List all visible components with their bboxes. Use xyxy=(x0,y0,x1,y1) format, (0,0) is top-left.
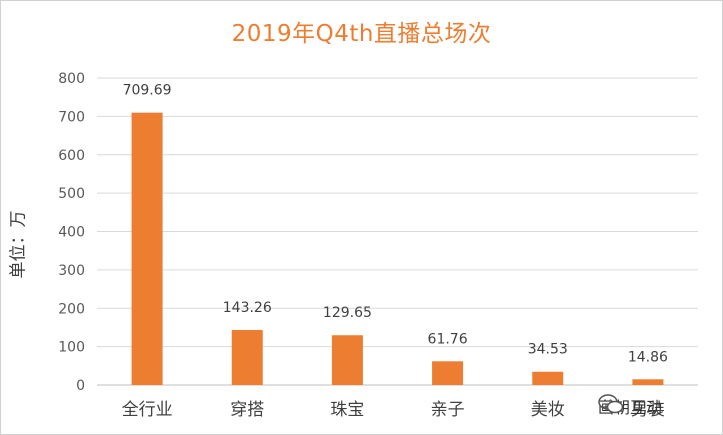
y-tick-label: 800 xyxy=(58,71,85,87)
data-label: 129.65 xyxy=(323,305,372,321)
data-label: 14.86 xyxy=(628,349,668,365)
bar xyxy=(532,371,564,385)
y-tick-label: 100 xyxy=(58,340,85,356)
data-label: 61.76 xyxy=(428,331,468,347)
wechat-icon xyxy=(598,394,624,414)
bar xyxy=(632,379,664,385)
x-tick-label: 穿搭 xyxy=(230,400,264,420)
bar xyxy=(231,330,263,385)
y-tick-label: 200 xyxy=(58,301,85,317)
y-tick-label: 700 xyxy=(58,109,85,125)
y-tick-label: 600 xyxy=(58,148,85,164)
x-tick-label: 全行业 xyxy=(122,400,173,420)
y-tick-label: 0 xyxy=(76,378,85,394)
data-label: 34.53 xyxy=(528,342,568,358)
x-tick-label: 男装 xyxy=(631,400,665,420)
y-tick-label: 500 xyxy=(58,186,85,202)
x-tick-label: 珠宝 xyxy=(330,400,364,420)
data-label: 709.69 xyxy=(123,83,172,99)
x-tick-label: 亲子 xyxy=(431,400,465,420)
chart-title: 2019年Q4th直播总场次 xyxy=(231,21,492,47)
bar xyxy=(432,361,464,385)
data-label: 143.26 xyxy=(223,300,272,316)
bar xyxy=(131,112,163,385)
y-tick-label: 400 xyxy=(58,225,85,241)
watermark: 画朝互动 xyxy=(598,394,662,418)
y-tick-label: 300 xyxy=(58,263,85,279)
x-tick-label: 美妆 xyxy=(531,400,565,420)
bar xyxy=(331,335,363,385)
